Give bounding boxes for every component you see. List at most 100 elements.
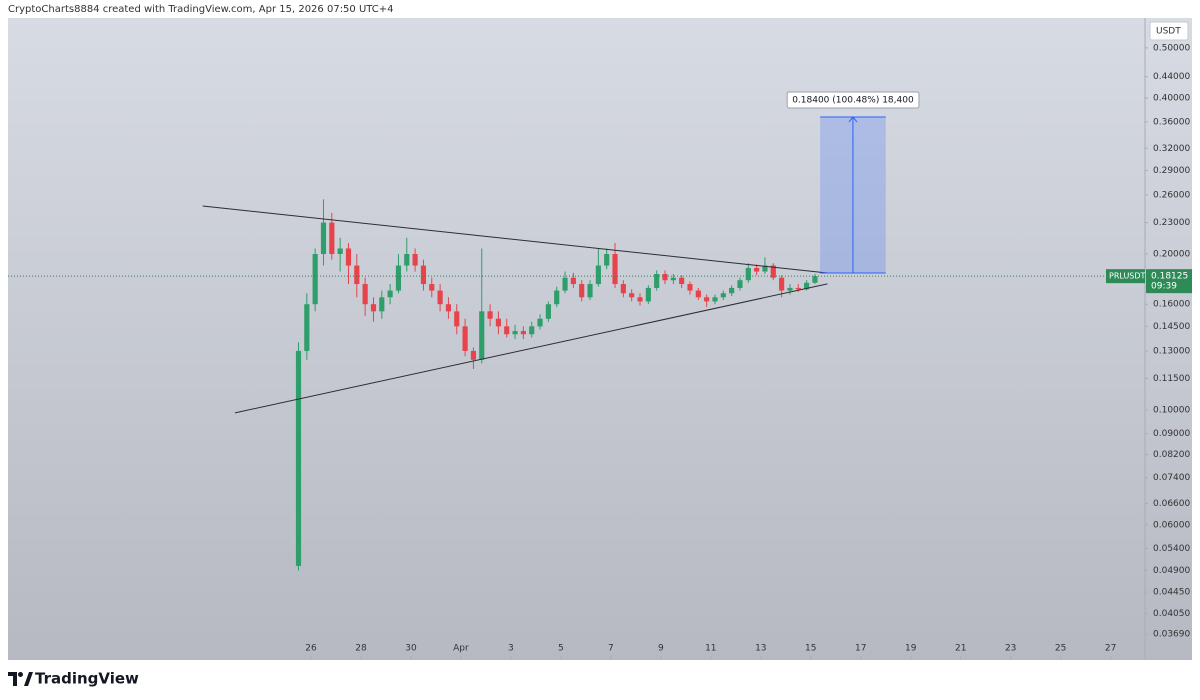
candle-body — [437, 290, 443, 305]
candle-body — [695, 290, 701, 298]
candle-body — [762, 265, 768, 272]
candle-body — [712, 297, 718, 302]
y-tick-label: 0.26000 — [1153, 190, 1190, 200]
candle-body — [612, 254, 618, 285]
y-tick-label: 0.16000 — [1153, 300, 1190, 310]
measure-arrow-head — [848, 116, 858, 123]
y-tick-label: 0.11500 — [1153, 374, 1190, 384]
candle-body — [320, 222, 327, 255]
candle-body — [779, 277, 785, 291]
candle-body — [395, 265, 402, 291]
y-tick-label: 0.32000 — [1153, 144, 1190, 154]
trendline — [234, 283, 828, 414]
y-tick-label: 0.36000 — [1153, 117, 1190, 127]
candle-body — [679, 277, 685, 285]
x-tick-label: 26 — [305, 644, 317, 654]
y-tick-label: 0.44000 — [1153, 72, 1190, 82]
y-tick-label: 0.23000 — [1153, 218, 1190, 228]
candle-body — [729, 287, 735, 294]
x-tick-label: Apr — [453, 644, 469, 654]
x-tick-label: 7 — [608, 644, 614, 654]
candle-body — [420, 265, 427, 285]
currency-label: USDT — [1156, 27, 1181, 37]
candle-body — [662, 273, 668, 281]
candle-body — [362, 284, 368, 305]
y-tick-label: 0.14500 — [1153, 322, 1190, 332]
candle-body — [529, 326, 535, 335]
candle-body — [637, 297, 643, 302]
marks: 0.50000 0.44000 0.40000 0.36000 0.32000 0.290… — [8, 43, 1192, 659]
candle-body — [562, 277, 568, 291]
candle-body — [520, 331, 526, 335]
x-tick-label: 5 — [558, 644, 564, 654]
candle-body — [512, 331, 518, 335]
candle-body — [429, 284, 435, 291]
candle-body — [745, 267, 751, 281]
candle-body — [654, 273, 660, 288]
trendline — [202, 205, 828, 274]
candle-body — [537, 318, 543, 327]
y-tick-label: 0.09000 — [1153, 429, 1190, 439]
candle-body — [579, 284, 585, 298]
y-tick-label: 0.04050 — [1153, 609, 1190, 619]
y-tick-label: 0.06600 — [1153, 499, 1190, 509]
brand-logo — [8, 672, 33, 686]
symbol-box — [1106, 269, 1145, 284]
symbol-label: PRLUSDT — [1109, 272, 1146, 281]
y-tick-label: 0.06000 — [1153, 520, 1190, 530]
x-tick-label: 28 — [355, 644, 367, 654]
currency-box — [1149, 21, 1189, 41]
candle-body — [370, 304, 377, 312]
candle-body — [787, 287, 793, 291]
countdown-label: 09:39 — [1151, 282, 1177, 292]
y-tick-label: 0.08200 — [1153, 450, 1190, 460]
y-tick-label: 0.10000 — [1153, 405, 1190, 415]
y-tick-label: 0.04450 — [1153, 588, 1190, 598]
candle-body — [554, 290, 560, 305]
y-tick-label: 0.40000 — [1153, 94, 1190, 104]
candle-body — [495, 318, 501, 327]
brand-name: TradingView — [35, 670, 139, 688]
candle-body — [470, 350, 477, 360]
candle-body — [737, 280, 743, 288]
candle-body — [387, 290, 393, 298]
y-tick-label: 0.03690 — [1153, 630, 1190, 640]
candle-body — [329, 222, 335, 255]
candle-body — [595, 265, 601, 285]
last-price-label: 0.18125 — [1151, 272, 1188, 282]
candle-body — [704, 297, 710, 302]
candle-body — [587, 284, 593, 298]
candle-body — [462, 326, 468, 351]
candle-body — [304, 304, 310, 351]
candle-body — [754, 267, 760, 272]
x-tick-label: 13 — [755, 644, 766, 654]
candle-body — [570, 277, 576, 285]
candle-body — [804, 282, 810, 290]
candle-body — [629, 293, 635, 298]
candle-body — [545, 304, 551, 319]
x-tick-label: 30 — [405, 644, 417, 654]
candle-body — [487, 311, 493, 319]
y-tick-label: 0.04900 — [1153, 566, 1190, 576]
y-tick-label: 0.20000 — [1153, 250, 1190, 260]
candle-body — [670, 277, 676, 281]
x-tick-label: 11 — [705, 644, 716, 654]
candle-body — [354, 265, 360, 285]
measure-label: 0.18400 (100.48%) 18,400 — [792, 95, 914, 105]
x-tick-label: 17 — [855, 644, 866, 654]
candle-body — [379, 297, 385, 312]
candle-body — [454, 311, 460, 327]
measure-label-box — [786, 91, 920, 109]
x-tick-label: 25 — [1055, 644, 1066, 654]
x-tick-label: 23 — [1005, 644, 1016, 654]
candle-body — [412, 254, 418, 266]
candle-body — [345, 248, 352, 266]
y-tick-label: 0.13000 — [1153, 346, 1190, 356]
candle-body — [770, 265, 776, 278]
x-tick-label: 3 — [508, 644, 514, 654]
x-tick-label: 27 — [1105, 644, 1116, 654]
candle-body — [404, 254, 410, 266]
candle-body — [479, 311, 485, 360]
